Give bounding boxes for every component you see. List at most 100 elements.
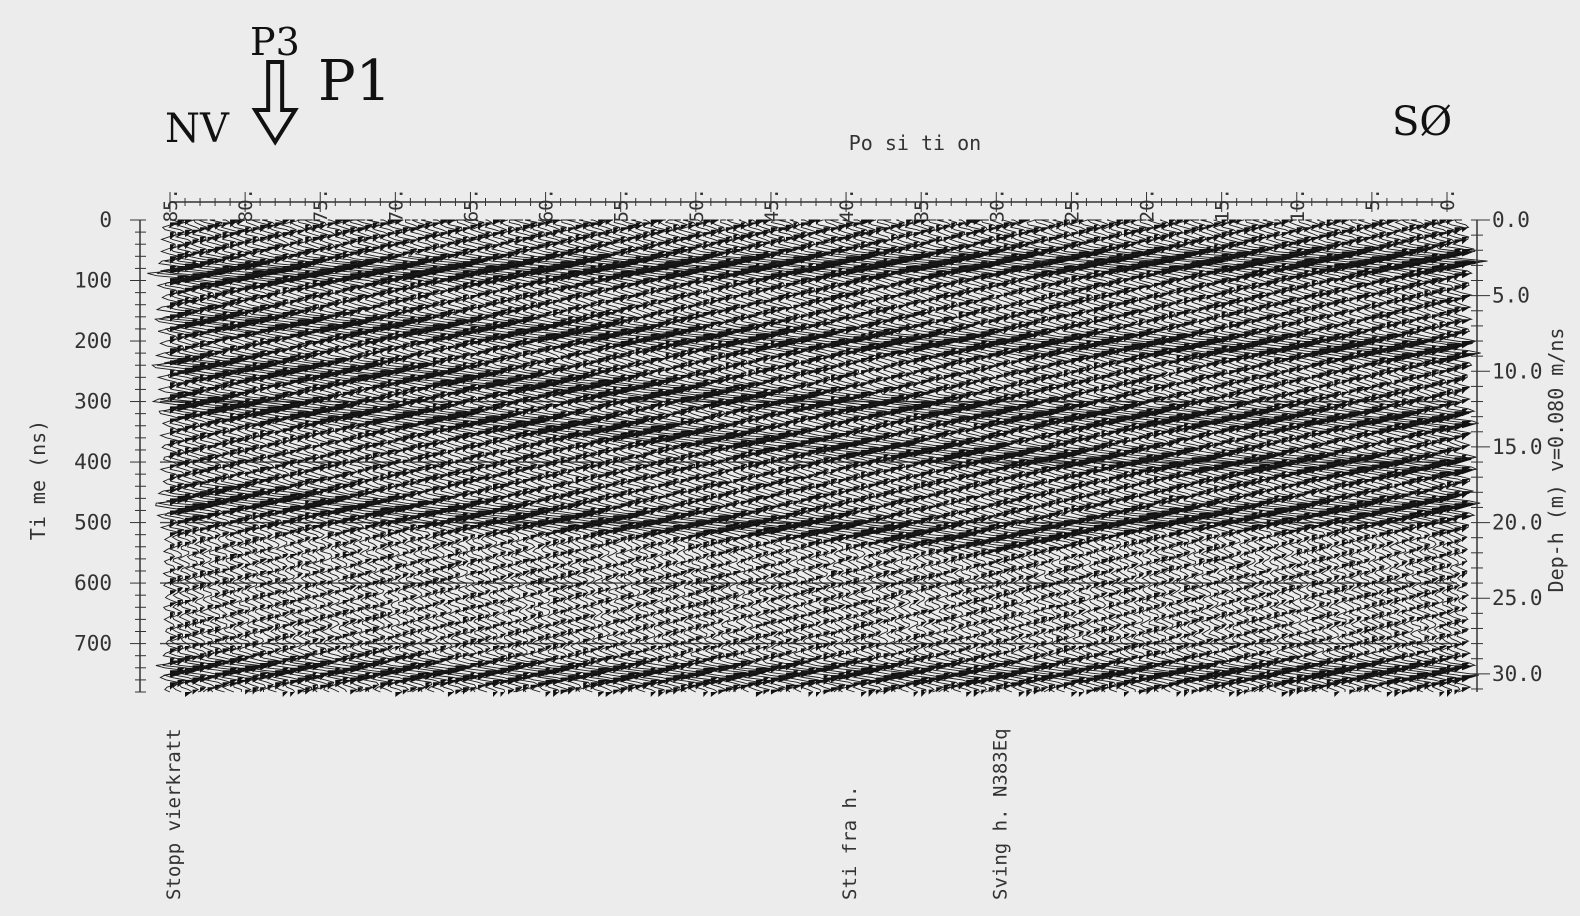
trace-fill [207,224,228,693]
trace-fill [748,220,773,688]
trace-line [1370,219,1414,693]
marker-label: Stopp vierkratt [163,728,185,900]
y-left-tick-label: 200 [74,329,112,353]
trace-line [1224,219,1266,693]
x-tick-label: 10. [1287,188,1309,222]
y-right-tick-label: 10.0 [1492,359,1543,383]
trace-fill [560,227,584,695]
trace-fill [477,222,497,690]
x-tick-label: 60. [536,188,558,222]
trace-line [531,219,579,693]
crossing-label: P3 [250,20,300,64]
down-arrow-icon [251,60,299,146]
trace-fill [365,224,387,693]
trace-fill [500,220,523,697]
x-tick-label: 50. [686,188,708,222]
x-tick-label: 75. [310,188,332,222]
trace-line [576,219,623,693]
trace-line [307,219,354,693]
trace-line [706,219,749,693]
trace-fill [1063,220,1085,690]
trace-line [856,219,900,693]
trace-fill [876,227,900,695]
trace-line [1380,219,1424,693]
marker-labels: Stopp vierkratt Sti fra h. Sving h. N383Eq [163,728,1011,900]
y-right-tick-label: 15.0 [1492,435,1543,459]
x-tick-label: 70. [385,188,407,222]
trace-fill [658,220,682,697]
trace-line [381,219,425,693]
y-axis-left-label: Ti me (ns) [26,420,50,540]
trace-fill [1416,224,1441,693]
trace-fill [447,220,472,697]
trace-fill [177,220,198,688]
x-tick-label: 40. [836,188,858,222]
trace-fill [590,222,614,690]
trace-line [494,219,536,693]
y-left-tick-label: 500 [74,511,112,535]
trace-line [696,219,742,693]
x-tick-label: 65. [460,188,482,222]
trace-fill [718,227,742,695]
trace-line [265,219,311,693]
trace-fill [267,222,293,690]
trace-line [385,219,433,693]
trace-line [548,219,590,693]
trace-fill [665,227,689,695]
trace-fill [1379,220,1402,688]
x-tick-label: 80. [235,188,257,222]
trace-line [1015,219,1056,693]
trace-line [232,219,278,693]
trace-fill [673,224,698,695]
trace-line [331,219,380,693]
y-left-tick-label: 600 [74,571,112,595]
trace-fill [583,222,605,690]
trace-fill [402,227,425,695]
trace-line [915,219,960,693]
trace-fill [816,220,838,697]
trace-line [651,219,698,693]
trace-line [275,219,318,693]
x-axis-label: Po si ti on [849,131,981,155]
trace-fill [440,220,461,688]
y-left-tick-label: 100 [74,269,112,293]
trace-fill [613,227,639,695]
trace-fill [1462,227,1488,693]
trace-line [483,219,532,693]
trace-fill [575,224,595,693]
x-tick-label: 0. [1437,188,1459,211]
x-tick-label: 55. [611,188,633,222]
trace-line [222,219,267,693]
wiggle-traces [147,219,1488,697]
y-left-tick-label: 0 [99,208,112,232]
trace-line [526,219,567,693]
trace-fill [530,222,552,690]
trace-line [1175,219,1224,693]
trace-line [1434,219,1476,693]
trace-line [962,219,1005,693]
trace-fill [395,220,417,697]
y-right-tick-label: 20.0 [1492,511,1543,535]
trace-line [1326,219,1375,693]
trace-fill [1326,220,1349,690]
trace-fill [200,227,226,693]
trace-fill [417,224,439,693]
trace-fill [763,220,784,695]
left-direction-label: NV [165,106,230,152]
trace-fill [230,220,251,688]
trace-fill [312,224,333,693]
trace-line [803,219,846,693]
trace-fill [290,220,311,697]
trace-line [1117,219,1163,693]
trace-fill [260,224,281,693]
trace-fill [1409,224,1434,693]
trace-fill [185,220,205,697]
trace-fill [1169,220,1192,688]
trace-fill [710,220,732,697]
trace-fill [508,227,532,695]
x-tick-label: 15. [1212,188,1234,222]
trace-fill [350,227,371,695]
trace-line [1001,219,1047,693]
trace-fill [1011,222,1035,688]
